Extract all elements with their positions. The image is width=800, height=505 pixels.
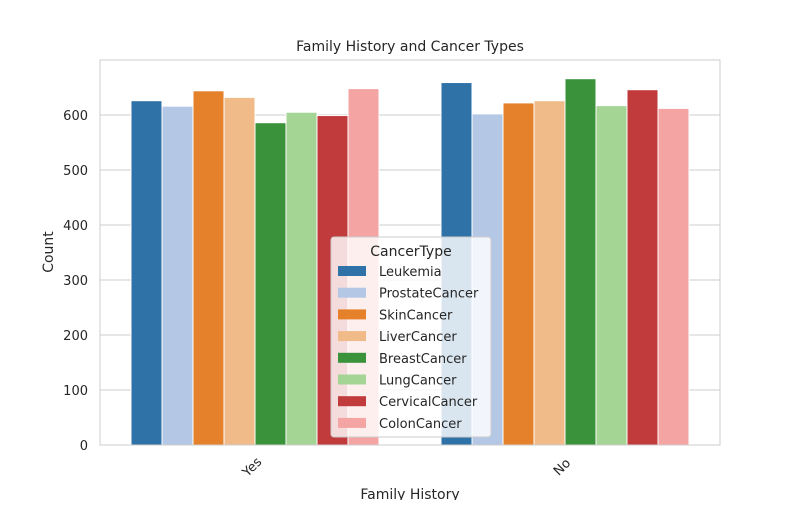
legend-label: ProstateCancer [379,287,479,302]
legend-label: LungCancer [379,374,457,389]
legend-swatch [338,352,366,363]
legend-box [330,236,492,438]
y-tick-label: 400 [63,219,88,234]
plot-frame [99,59,721,446]
x-tick-label: Yes [239,455,265,481]
legend-items: Leukemia ProstateCancer SkinCancer LiverCan… [338,265,479,432]
legend-swatch [338,396,366,407]
legend-label: Leukemia [379,265,442,280]
bar-livercancer-no [533,100,566,446]
bar-lungcancer-no [595,105,628,446]
legend-label: SkinCancer [379,308,453,323]
legend-swatch [338,417,366,428]
y-tick-label: 300 [63,274,88,289]
x-axis-ticks: Yes No [239,455,574,481]
bar-lungcancer-yes [285,111,318,446]
chart-title: Family History and Cancer Types [296,39,524,55]
bar-cervicalcancer-no [626,89,659,446]
y-tick-label: 500 [63,164,88,179]
legend-label: BreastCancer [379,352,467,367]
legend-swatch [338,309,366,320]
legend-label: ColonCancer [379,417,462,432]
y-tick-label: 600 [63,109,88,124]
legend-title: CancerType [370,244,451,260]
bar-skincancer-no [502,102,535,446]
legend-swatch [338,266,366,276]
y-axis-label: Count [41,231,57,273]
bar-prostatecancer-yes [161,105,194,446]
bar-coloncancer-no [657,107,690,446]
legend: CancerType Leukemia ProstateCancer SkinCan… [330,236,492,438]
legend-swatch [338,287,366,298]
y-tick-label: 0 [80,439,88,454]
bar-breastcancer-yes [254,122,287,446]
x-axis-label: Family History [360,487,459,500]
legend-swatch [338,331,366,342]
y-axis-ticks: 0 100 200 300 400 500 600 [63,109,88,454]
bar-livercancer-yes [223,96,256,446]
bar-skincancer-yes [192,90,225,446]
x-tick-label: No [551,456,574,479]
bar-breastcancer-no [564,78,597,446]
legend-label: CervicalCancer [379,395,478,410]
y-tick-label: 100 [63,384,88,399]
bar-leukemia-yes [130,100,163,446]
legend-swatch [338,374,366,385]
legend-label: LiverCancer [379,330,457,345]
y-tick-label: 200 [63,329,88,344]
